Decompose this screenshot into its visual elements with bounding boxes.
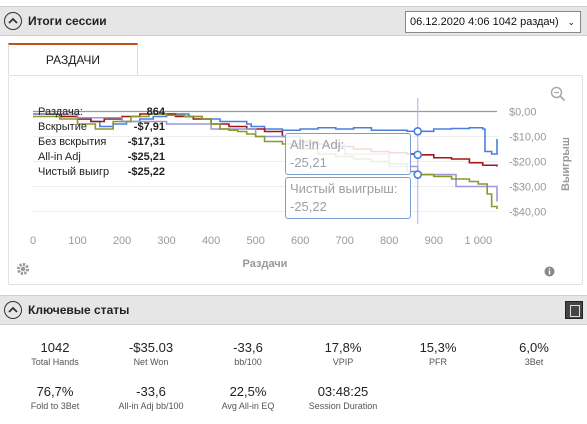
x-tick-label: 500 bbox=[246, 235, 264, 247]
tab-bar: РАЗДАЧИ bbox=[8, 43, 138, 75]
tab-hands[interactable]: РАЗДАЧИ bbox=[8, 43, 138, 75]
legend-value: -$25,21 bbox=[128, 151, 165, 163]
key-stats-header: Ключевые статы bbox=[0, 295, 587, 325]
x-tick-label: 200 bbox=[113, 235, 131, 247]
stat-net-won: -$35.03 Net Won bbox=[106, 340, 196, 367]
y-axis-label: Выигрыш bbox=[560, 137, 572, 191]
legend-label: Вскрытие bbox=[38, 121, 87, 133]
chevron-down-icon: ⌄ bbox=[567, 17, 575, 27]
session-summary-header: Итоги сессии 06.12.2020 4:06 1042 раздач… bbox=[0, 6, 587, 36]
legend-value: -$25,22 bbox=[128, 166, 165, 178]
stat-label: Total Hands bbox=[31, 357, 79, 367]
stat-session-duration: 03:48:25 Session Duration bbox=[298, 384, 388, 411]
stat-label: 3Bet bbox=[524, 357, 544, 367]
stat-value: 22,5% bbox=[229, 384, 267, 399]
hover-marker-0 bbox=[413, 126, 423, 136]
stat-label: VPIP bbox=[332, 357, 354, 367]
session-select[interactable]: 06.12.2020 4:06 1042 раздач) ⌄ bbox=[405, 11, 581, 33]
stat-pfr: 15,3% PFR bbox=[393, 340, 483, 367]
tooltip-net-won: Чистый выигрыш: -25,22 bbox=[285, 177, 411, 219]
x-tick-label: 100 bbox=[68, 235, 86, 247]
y-tick-label: -$20,00 bbox=[509, 157, 546, 169]
x-tick-label: 700 bbox=[336, 235, 354, 247]
stat-label: All-in Adj bb/100 bbox=[118, 401, 184, 411]
stat-value: 76,7% bbox=[36, 384, 74, 399]
legend-label: Чистый выигр bbox=[38, 166, 109, 178]
stat-label: Fold to 3Bet bbox=[30, 401, 80, 411]
info-icon[interactable] bbox=[544, 264, 555, 282]
stat-value: 17,8% bbox=[324, 340, 362, 355]
zoom-icon[interactable] bbox=[550, 86, 566, 107]
stat-value: -$35.03 bbox=[128, 340, 174, 355]
legend-value: 864 bbox=[147, 106, 166, 118]
winnings-chart[interactable]: $0,00 -$10,00 -$20,00 -$30,00 -$40,00 0 100 200… bbox=[9, 76, 584, 286]
tooltip-net-won-title: Чистый выигрыш: bbox=[290, 181, 398, 196]
stat-bb100: -33,6 bb/100 bbox=[203, 340, 293, 367]
stat-label: Net Won bbox=[133, 357, 169, 367]
stat-vpip: 17,8% VPIP bbox=[298, 340, 388, 367]
stat-avg-allin-eq: 22,5% Avg All-in EQ bbox=[203, 384, 293, 411]
y-tick-label: -$10,00 bbox=[509, 132, 546, 144]
x-tick-label: 1 000 bbox=[465, 235, 493, 247]
stat-allin-adj-bb100: -33,6 All-in Adj bb/100 bbox=[106, 384, 196, 411]
stat-value: -33,6 bbox=[233, 340, 263, 355]
series-line-1 bbox=[33, 113, 498, 167]
legend-value: -$17,31 bbox=[128, 136, 165, 148]
hover-marker-1 bbox=[413, 150, 423, 160]
collapse-stats-button[interactable] bbox=[4, 301, 22, 319]
panel-layout-icon[interactable] bbox=[565, 301, 583, 319]
session-select-value: 06.12.2020 4:06 1042 раздач) bbox=[410, 16, 559, 28]
stat-value: -33,6 bbox=[136, 384, 166, 399]
stat-label: Avg All-in EQ bbox=[221, 401, 275, 411]
legend-label: Без вскрытия bbox=[38, 136, 106, 148]
stat-value: 1042 bbox=[40, 340, 70, 355]
tooltip-allin-adj-title: All-in Adj: bbox=[290, 137, 345, 152]
y-tick-label: -$40,00 bbox=[509, 207, 546, 219]
legend-label: All-in Adj bbox=[38, 151, 81, 163]
tooltip-allin-adj: All-in Adj: -25,21 bbox=[285, 133, 411, 175]
stat-total-hands: 1042 Total Hands bbox=[10, 340, 100, 367]
collapse-session-button[interactable] bbox=[4, 12, 22, 30]
x-tick-label: 900 bbox=[425, 235, 443, 247]
session-summary-title: Итоги сессии bbox=[28, 14, 107, 28]
tooltip-net-won-value: -25,22 bbox=[290, 199, 327, 214]
chevron-up-icon bbox=[8, 17, 18, 24]
stat-value: 03:48:25 bbox=[317, 384, 369, 399]
x-tick-label: 400 bbox=[202, 235, 220, 247]
tooltip-allin-adj-value: -25,21 bbox=[290, 155, 327, 170]
x-tick-label: 0 bbox=[30, 235, 36, 247]
legend-value: -$7,91 bbox=[134, 121, 165, 133]
stat-label: bb/100 bbox=[234, 357, 262, 367]
key-stats-title: Ключевые статы bbox=[28, 303, 130, 317]
stat-label: Session Duration bbox=[308, 401, 378, 411]
x-axis-label: Раздачи bbox=[243, 258, 288, 270]
chart-legend: Раздача: 864 Вскрытие -$7,91 Без вскрытия -$1… bbox=[38, 106, 166, 178]
hover-marker-3 bbox=[413, 170, 423, 179]
y-tick-label: -$30,00 bbox=[509, 182, 546, 194]
stat-fold-to-3bet: 76,7% Fold to 3Bet bbox=[10, 384, 100, 411]
chevron-up-icon bbox=[8, 306, 18, 313]
series-line-0 bbox=[33, 113, 498, 155]
stat-label: PFR bbox=[429, 357, 447, 367]
stat-value: 15,3% bbox=[419, 340, 457, 355]
x-tick-label: 600 bbox=[291, 235, 309, 247]
y-tick-label: $0,00 bbox=[509, 107, 537, 119]
legend-label: Раздача: bbox=[38, 106, 83, 118]
settings-gear-icon[interactable] bbox=[16, 262, 30, 281]
x-tick-label: 300 bbox=[157, 235, 175, 247]
stat-3bet: 6,0% 3Bet bbox=[489, 340, 579, 367]
stat-value: 6,0% bbox=[519, 340, 549, 355]
x-tick-label: 800 bbox=[380, 235, 398, 247]
series-line-3 bbox=[33, 113, 498, 209]
chart-container: $0,00 -$10,00 -$20,00 -$30,00 -$40,00 0 100 200… bbox=[8, 75, 583, 285]
